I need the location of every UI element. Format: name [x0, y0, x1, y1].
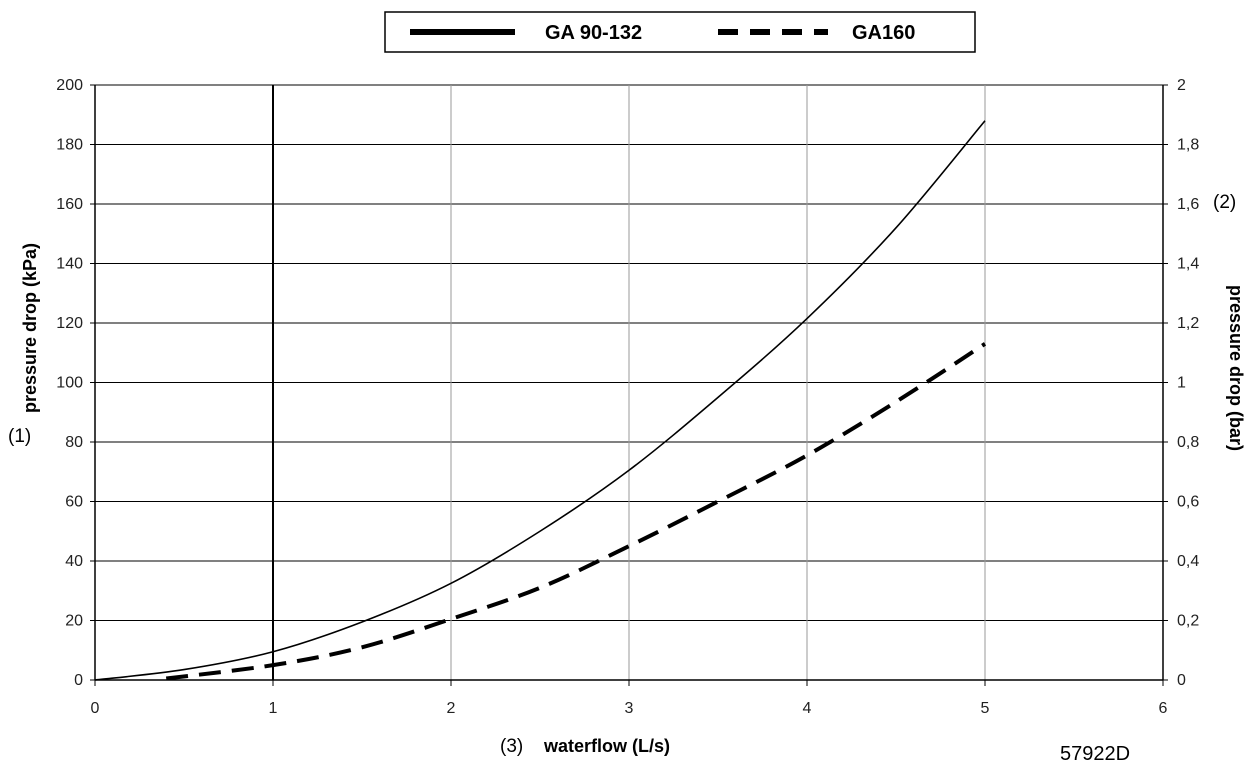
y-right-tick-label: 0,6 — [1177, 494, 1199, 511]
y-axis-right-title: pressure drop (bar) — [1226, 285, 1246, 451]
y-axis-left-title: pressure drop (kPa) — [20, 243, 40, 413]
series-line-ga90-132 — [94, 120, 986, 681]
x-tick-label: 2 — [447, 700, 456, 717]
y-right-tick-label: 1,4 — [1177, 256, 1199, 273]
y-axis-left-ref: (1) — [8, 426, 31, 447]
figure-code: 57922D — [1060, 743, 1130, 765]
grid — [94, 84, 1164, 681]
y-left-tick-label: 120 — [56, 315, 83, 332]
y-axis-right-ref: (2) — [1213, 192, 1236, 213]
y-left-tick-label: 60 — [65, 494, 83, 511]
legend-label-ga90-132: GA 90-132 — [545, 22, 642, 44]
y-right-tick-label: 0,8 — [1177, 434, 1199, 451]
y-right-tick-label: 1 — [1177, 375, 1186, 392]
y-right-tick-label: 1,2 — [1177, 315, 1199, 332]
x-tick-label: 0 — [91, 700, 100, 717]
x-tick-label: 6 — [1159, 700, 1168, 717]
y-left-tick-label: 80 — [65, 434, 83, 451]
y-right-tick-label: 1,6 — [1177, 196, 1199, 213]
axes — [90, 84, 1168, 686]
y-right-tick-label: 0,2 — [1177, 613, 1199, 630]
y-left-tick-label: 160 — [56, 196, 83, 213]
y-left-tick-label: 20 — [65, 613, 83, 630]
x-tick-label: 3 — [625, 700, 634, 717]
y-left-tick-label: 0 — [74, 672, 83, 689]
y-right-tick-label: 1,8 — [1177, 137, 1199, 154]
y-right-tick-label: 2 — [1177, 77, 1186, 94]
x-tick-label: 4 — [803, 700, 812, 717]
y-left-tick-label: 180 — [56, 137, 83, 154]
y-left-tick-label: 40 — [65, 553, 83, 570]
y-left-tick-label: 140 — [56, 256, 83, 273]
series — [94, 120, 987, 681]
x-axis-ref: (3) — [500, 736, 523, 757]
legend: GA 90-132 GA160 — [384, 11, 976, 53]
y-left-tick-label: 200 — [56, 77, 83, 94]
x-tick-label: 1 — [269, 700, 278, 717]
legend-label-ga160: GA160 — [852, 22, 915, 44]
y-right-tick-label: 0,4 — [1177, 553, 1199, 570]
y-right-tick-label: 0 — [1177, 672, 1186, 689]
y-left-tick-label: 100 — [56, 375, 83, 392]
series-line-ga160 — [165, 342, 987, 681]
x-axis-title: waterflow (L/s) — [543, 736, 670, 756]
x-tick-label: 5 — [981, 700, 990, 717]
